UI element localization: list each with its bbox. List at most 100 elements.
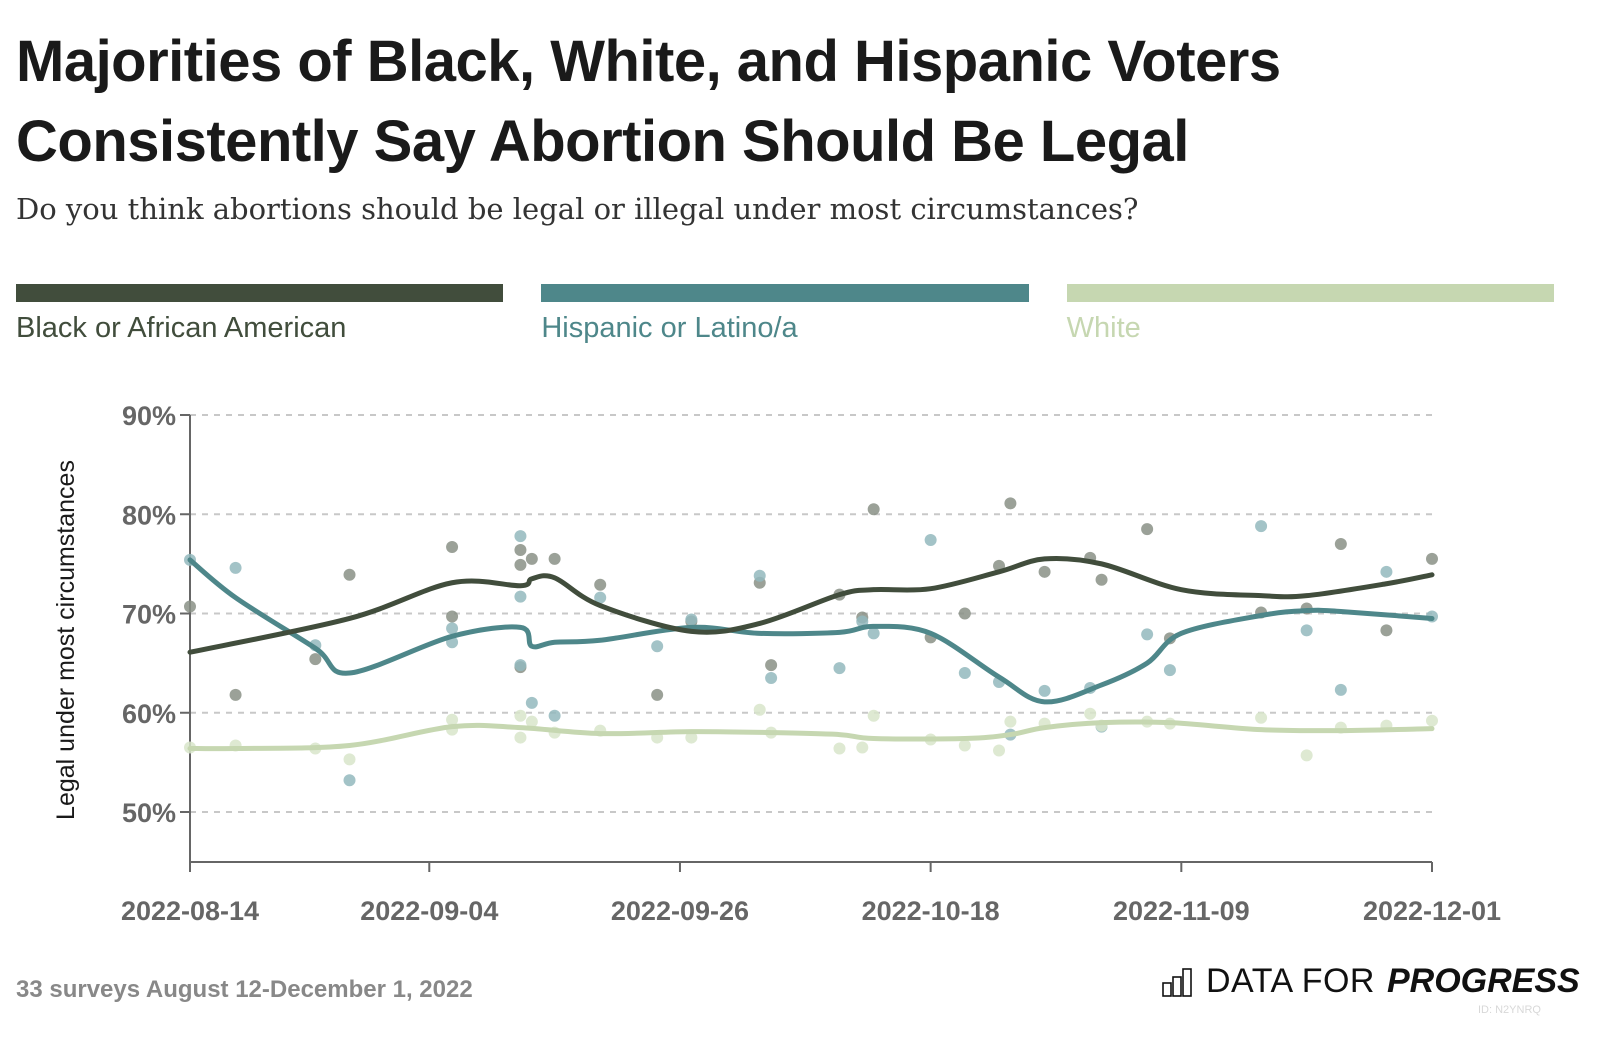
data-point-black [525,552,538,565]
y-tick-label: 70% [122,600,176,630]
data-point-white [1426,714,1438,727]
x-tick-label: 2022-09-26 [611,896,749,926]
data-point-black [1004,497,1017,510]
legend-item-white[interactable]: White [1066,284,1554,345]
data-point-hispanic [753,569,766,582]
trend-line-black [187,555,1435,655]
data-point-white [343,753,356,766]
data-point-white [446,713,459,726]
data-point-black [958,607,971,620]
y-axis-ticks: 50% 60% 70% 80% 90% [122,401,190,828]
y-tick-label: 90% [122,401,176,431]
chart-plot: 50%60%70%80%90% 2022-08-14 2022-09-04 2022… [52,401,1501,926]
data-point-hispanic [765,672,778,685]
data-point-white [1004,715,1017,728]
data-point-black [548,552,561,565]
data-point-white [1255,711,1268,724]
data-point-hispanic [1255,520,1268,533]
y-tick-label: 50% [122,798,176,828]
data-point-black [765,659,778,672]
data-point-white [753,703,766,716]
data-point-black [1380,624,1393,637]
data-point-black [1334,538,1347,551]
x-tick-label: 2022-10-18 [862,896,1000,926]
data-point-hispanic [924,534,937,547]
chart-subtitle: Do you think abortions should be legal o… [16,192,1139,226]
data-point-black [343,568,356,581]
data-point-hispanic [1038,684,1051,697]
legend-swatch-black [16,284,504,302]
data-point-white [867,709,880,722]
chart-id: ID: N2YNRQ [1478,1004,1541,1016]
data-point-hispanic [1141,628,1154,641]
data-point-black [651,688,664,701]
x-tick-label: 2022-08-14 [121,896,259,926]
data-point-black [184,600,196,613]
data-point-white [1300,749,1313,762]
data-point-hispanic [514,530,527,543]
chart-title: Majorities of Black, White, and Hispanic… [16,29,1281,174]
data-point-hispanic [856,615,869,628]
data-point-hispanic [685,613,698,626]
data-point-white [514,709,527,722]
logo-text-bold: PROGRESS [1386,962,1580,1000]
legend-item-hispanic[interactable]: Hispanic or Latino/a [541,284,1029,345]
data-point-hispanic [343,774,356,787]
data-point-hispanic [514,659,527,672]
y-tick-label: 60% [122,699,176,729]
data-point-hispanic [1300,624,1313,637]
data-point-hispanic [651,640,664,653]
x-axis-ticks: 2022-08-14 2022-09-04 2022-09-26 2022-10-18… [121,862,1501,926]
data-point-white [833,742,846,755]
legend-item-black[interactable]: Black or African American [16,284,504,345]
data-points [184,497,1438,787]
data-point-hispanic [1380,565,1393,578]
data-point-hispanic [1163,664,1176,677]
data-point-white [958,739,971,752]
x-tick-label: 2022-12-01 [1363,896,1501,926]
data-point-white [993,744,1006,757]
data-point-black [446,541,459,554]
legend: Black or African American Hispanic or La… [16,284,1554,345]
x-tick-label: 2022-11-09 [1113,896,1250,926]
data-point-white [1084,707,1097,720]
x-tick-label: 2022-09-04 [360,896,498,926]
data-point-black [1038,565,1051,578]
gridlines [190,414,1432,813]
data-point-white [514,731,527,744]
data-point-black [309,653,322,666]
trend-lines [187,555,1435,752]
data-point-black [1426,552,1438,565]
legend-label-black: Black or African American [16,312,347,344]
data-point-hispanic [594,591,607,604]
data-point-black [514,543,527,556]
data-point-hispanic [1334,683,1347,696]
y-axis-label: Legal under most circumstances [52,460,80,820]
legend-swatch-white [1066,284,1554,302]
legend-swatch-hispanic [541,284,1029,302]
logo-text-light: DATA FOR [1206,962,1375,1000]
data-point-hispanic [525,696,538,709]
data-point-white [685,731,698,744]
footnote: 33 surveys August 12-December 1, 2022 [16,976,473,1003]
data-point-black [446,610,459,623]
data-point-black [1095,573,1108,586]
y-tick-label: 80% [122,500,176,530]
data-point-hispanic [229,561,242,574]
legend-label-white: White [1066,312,1141,344]
data-point-hispanic [833,662,846,675]
data-point-black [229,688,242,701]
data-point-hispanic [958,667,971,680]
bar-chart-icon [1162,967,1192,997]
data-point-white [525,715,538,728]
legend-label-hispanic: Hispanic or Latino/a [541,312,798,344]
data-point-black [867,503,880,516]
data-point-hispanic [446,622,459,635]
trend-line-white [187,719,1435,752]
data-for-progress-logo[interactable]: DATA FOR PROGRESS [1162,962,1580,1001]
data-point-black [594,578,607,591]
data-point-hispanic [548,709,561,722]
data-point-black [514,558,527,571]
trend-line-hispanic [187,557,1435,705]
data-point-hispanic [867,627,880,640]
